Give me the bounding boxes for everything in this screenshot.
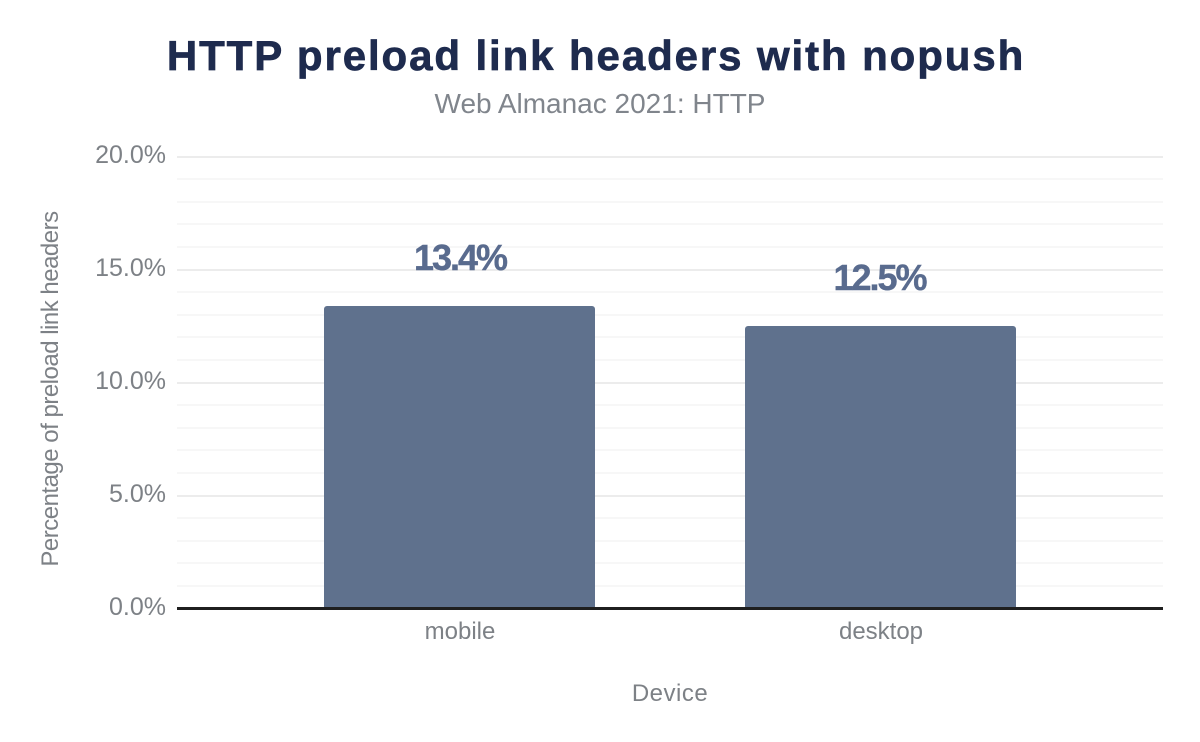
svg-text:Percentage of preload link hea: Percentage of preload link headers: [37, 211, 64, 567]
